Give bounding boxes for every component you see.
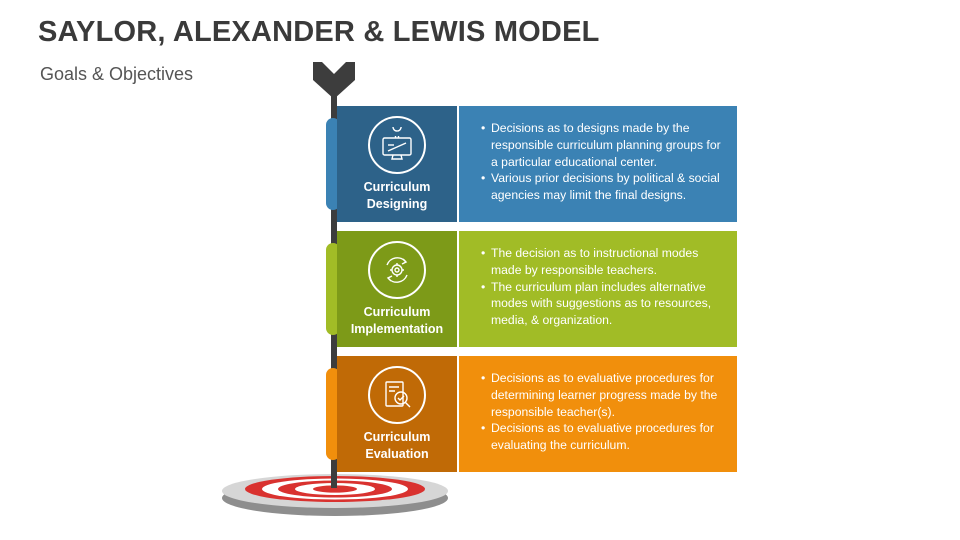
stage-title-line2: Designing [366,197,428,211]
stage-curriculum-designing: Curriculum Designing Decisions as to des… [326,106,737,222]
stage-curriculum-evaluation: Curriculum Evaluation Decisions as to ev… [326,356,737,472]
stage-marker [326,368,340,460]
stage-title-line1: Curriculum [363,430,431,444]
gear-cycle-icon [368,241,426,299]
stage-marker [326,243,340,335]
bullet-item: Decisions as to evaluative procedures fo… [481,370,727,420]
target-icon [222,474,448,516]
stage-title-line1: Curriculum [363,305,431,319]
page-subtitle: Goals & Objectives [40,64,194,84]
stage-marker [326,118,340,210]
stage-title-line2: Evaluation [365,447,429,461]
stage-curriculum-implementation: Curriculum Implementation The decision a… [326,231,737,347]
stage-description: Decisions as to evaluative procedures fo… [459,356,737,472]
bullet-item: Decisions as to evaluative procedures fo… [481,420,727,454]
stage-title-line2: Implementation [350,322,444,336]
bullet-item: Various prior decisions by political & s… [481,170,727,204]
page-title: SAYLOR, ALEXANDER & LEWIS MODEL [38,16,600,48]
stage-description: The decision as to instructional modes m… [459,231,737,347]
stage-label-box: Curriculum Evaluation [337,356,457,472]
bullet-item: The decision as to instructional modes m… [481,245,727,279]
stage-title-line1: Curriculum [363,180,431,194]
stage-label-box: Curriculum Implementation [337,231,457,347]
stage-description: Decisions as to designs made by the resp… [459,106,737,222]
stage-label-box: Curriculum Designing [337,106,457,222]
arrow-head-icon [313,62,355,99]
computer-lightbulb-icon [368,116,426,174]
bullet-item: The curriculum plan includes alternative… [481,279,727,329]
bullet-item: Decisions as to designs made by the resp… [481,120,727,170]
checklist-magnifier-icon [368,366,426,424]
